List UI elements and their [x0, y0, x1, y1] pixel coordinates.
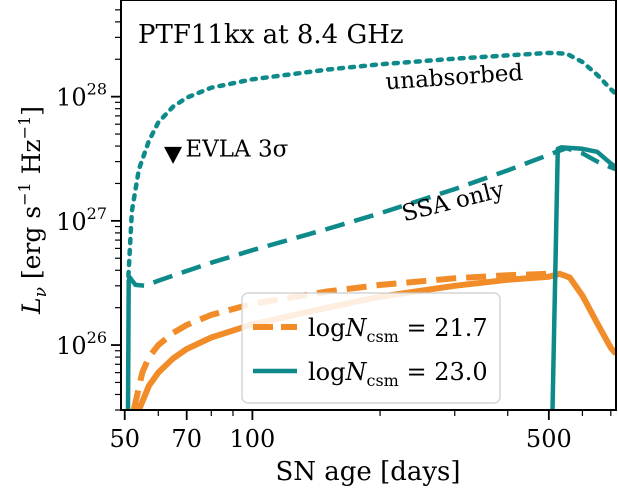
x-tick-label: 50 [109, 425, 140, 453]
y-axis-label: Lν [erg s−1 Hz−1] [15, 106, 51, 315]
y-tick-label: 1027 [56, 204, 107, 236]
legend: logNcsm = 21.7 logNcsm = 23.0 [241, 292, 501, 404]
legend-box [241, 292, 501, 404]
series-ssa-only [126, 145, 616, 289]
plot-frame [120, 0, 617, 411]
y-tick-label: 1028 [56, 80, 107, 112]
annotation-unabsorbed: unabsorbed [385, 60, 525, 96]
series-logn-csm-21-7-ssa-only [130, 270, 549, 410]
evla-limit-marker [164, 146, 183, 164]
x-axis: 50 70 100 500 [109, 410, 612, 453]
y-axis-label-text: Lν [erg s−1 Hz−1] [15, 106, 51, 315]
annotation-evla-3: EVLA 3σ [185, 136, 288, 162]
y-tick-label: 1026 [56, 328, 107, 360]
x-tick-label: 70 [171, 425, 202, 453]
annotation-ssa-only: SSA only [399, 177, 506, 227]
x-tick-label: 500 [526, 425, 572, 453]
x-tick-label: 100 [229, 425, 275, 453]
legend-label: logNcsm = 23.0 [308, 358, 488, 390]
series-logn-csm-21-7-unabsorbed [136, 270, 616, 410]
legend-label: logNcsm = 21.7 [308, 314, 488, 346]
series-layer [125, 50, 616, 410]
chart-title: PTF11kx at 8.4 GHz [138, 20, 404, 50]
series-logn-csm-23-0-ssa-only [125, 275, 133, 410]
series-unabsorbed [126, 50, 616, 279]
y-axis: 1026 1027 1028 [56, 9, 121, 411]
series-logn-csm-23-0-unabsorbed [550, 145, 616, 410]
x-axis-label: SN age [days] [275, 457, 460, 487]
